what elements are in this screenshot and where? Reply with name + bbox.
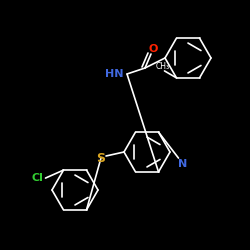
Text: CH₃: CH₃ <box>156 62 170 72</box>
Text: O: O <box>148 44 158 54</box>
Text: N: N <box>178 159 187 169</box>
Text: S: S <box>96 152 106 164</box>
Text: Cl: Cl <box>32 173 44 183</box>
Text: HN: HN <box>104 69 123 79</box>
